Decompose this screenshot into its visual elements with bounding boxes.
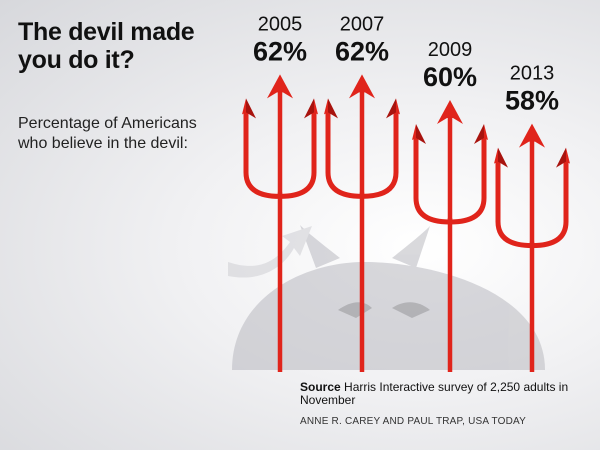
category-label: 2007: [340, 13, 385, 35]
chart-subtitle: Percentage of Americans who believe in t…: [18, 115, 197, 152]
source-label: Source: [300, 380, 341, 394]
category-label: 2009: [428, 39, 473, 61]
devil-silhouette: [228, 225, 545, 370]
pitchfork-bar: [324, 74, 400, 372]
value-label: 62%: [335, 36, 389, 66]
value-label: 58%: [505, 86, 559, 116]
category-label: 2005: [258, 13, 303, 35]
source-note: Source Harris Interactive survey of 2,25…: [300, 381, 580, 407]
value-label: 60%: [423, 62, 477, 92]
credit-line: ANNE R. CAREY AND PAUL TRAP, USA TODAY: [300, 416, 527, 427]
value-label: 62%: [253, 36, 307, 66]
category-label: 2013: [510, 63, 555, 85]
pitchfork-bar: [242, 74, 318, 372]
pitchfork-bar: [494, 123, 570, 372]
pitchfork-bar: [412, 100, 488, 372]
chart-title: The devil made you do it?: [18, 18, 195, 74]
source-text: Harris Interactive survey of 2,250 adult…: [300, 380, 569, 407]
